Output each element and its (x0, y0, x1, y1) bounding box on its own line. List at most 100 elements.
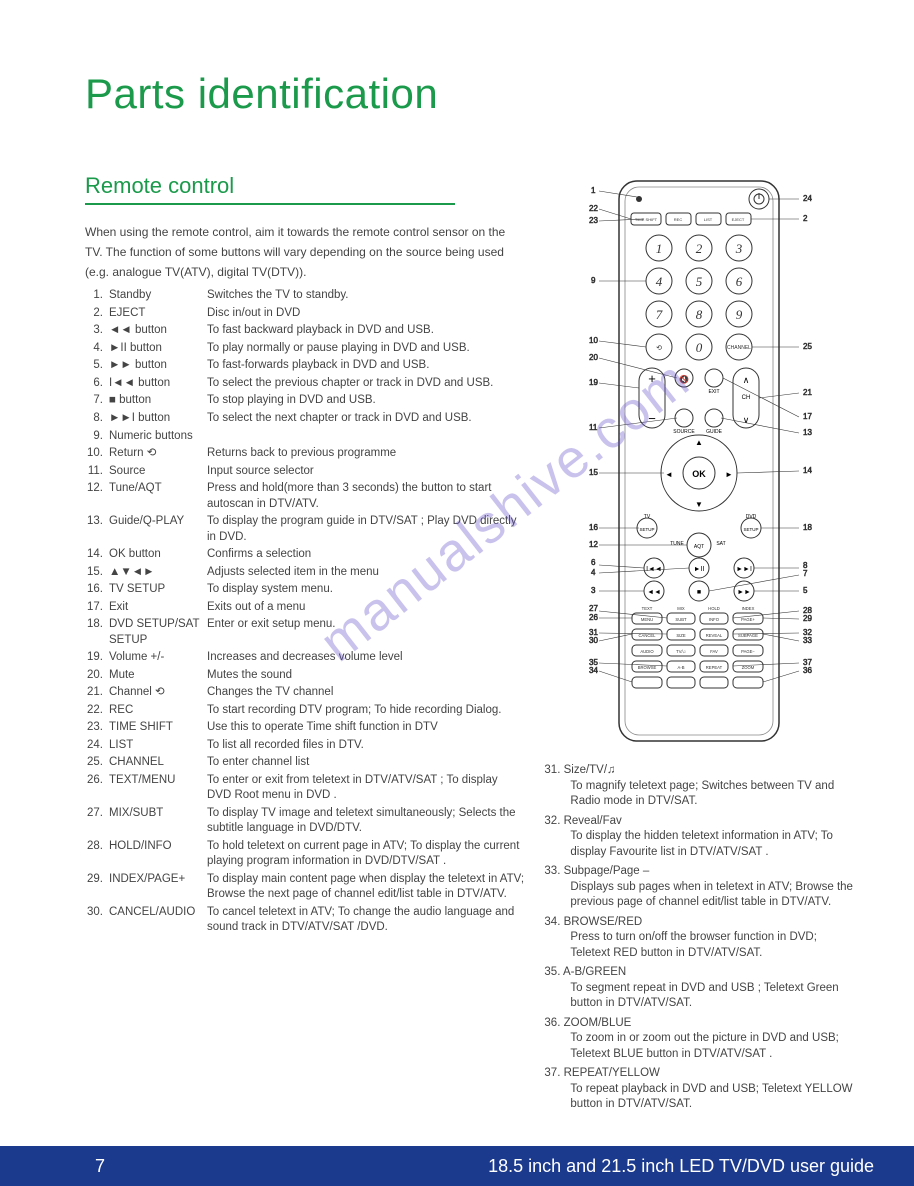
item-label: ZOOM/BLUE (564, 1017, 632, 1029)
svg-text:8: 8 (696, 307, 703, 322)
svg-text:EJECT: EJECT (732, 217, 745, 222)
svg-text:SIZE: SIZE (677, 633, 687, 638)
item-number: 33. (544, 865, 563, 877)
item-number: 24. (85, 738, 109, 754)
svg-text:MENU: MENU (641, 617, 653, 622)
svg-text:⟲: ⟲ (656, 345, 662, 352)
svg-text:25: 25 (803, 342, 812, 351)
item-number: 14. (85, 547, 109, 563)
svg-text:A-B: A-B (678, 665, 685, 670)
svg-text:SUBT: SUBT (676, 617, 688, 622)
item-desc: To display main content page when displa… (207, 872, 524, 903)
item-desc: To fast backward playback in DVD and USB… (207, 323, 524, 339)
svg-text:PAGE+: PAGE+ (741, 617, 755, 622)
item-label: LIST (109, 738, 207, 754)
svg-text:TV: TV (644, 514, 651, 520)
list-item: 6.I◄◄ buttonTo select the previous chapt… (85, 376, 524, 392)
item-number: 10. (85, 446, 109, 462)
list-item: 35. A-B/GREENTo segment repeat in DVD an… (544, 965, 854, 1012)
item-desc: To segment repeat in DVD and USB ; Telet… (544, 981, 854, 1012)
svg-text:13: 13 (803, 428, 812, 437)
svg-text:►►I: ►►I (736, 566, 752, 573)
item-number: 29. (85, 872, 109, 888)
list-item: 26.TEXT/MENUTo enter or exit from telete… (85, 773, 524, 804)
svg-text:9: 9 (736, 307, 743, 322)
item-number: 31. (544, 764, 563, 776)
item-label: TV SETUP (109, 582, 207, 598)
svg-text:10: 10 (589, 336, 598, 345)
item-number: 28. (85, 839, 109, 855)
svg-text:TUNE: TUNE (670, 541, 684, 547)
svg-text:OK: OK (692, 469, 706, 479)
list-item: 1.StandbySwitches the TV to standby. (85, 288, 524, 304)
item-desc: To select the next chapter or track in D… (207, 411, 524, 427)
svg-text:4: 4 (591, 568, 596, 577)
list-item: 5.►► buttonTo fast-forwards playback in … (85, 358, 524, 374)
item-label: Numeric buttons (109, 429, 207, 445)
item-desc: Adjusts selected item in the menu (207, 565, 524, 581)
svg-text:29: 29 (803, 614, 812, 623)
list-item: 4.►II buttonTo play normally or pause pl… (85, 341, 524, 357)
svg-text:14: 14 (803, 466, 812, 475)
svg-text:24: 24 (803, 194, 812, 203)
svg-text:15: 15 (589, 468, 598, 477)
item-label: TEXT/MENU (109, 773, 207, 789)
item-label: Exit (109, 600, 207, 616)
svg-text:7: 7 (803, 569, 808, 578)
list-item: 37. REPEAT/YELLOWTo repeat playback in D… (544, 1066, 854, 1113)
svg-text:REPEAT: REPEAT (706, 665, 723, 670)
item-desc: To cancel teletext in ATV; To change the… (207, 905, 524, 936)
svg-text:CH: CH (742, 395, 751, 401)
svg-text:22: 22 (589, 204, 598, 213)
list-item: 34. BROWSE/REDPress to turn on/off the b… (544, 915, 854, 962)
item-number: 37. (544, 1067, 563, 1079)
list-item: 7.■ buttonTo stop playing in DVD and USB… (85, 393, 524, 409)
list-item: 3.◄◄ buttonTo fast backward playback in … (85, 323, 524, 339)
item-label: Size/TV/♫ (564, 764, 616, 776)
item-number: 8. (85, 411, 109, 427)
list-item: 21.Channel ⟲Changes the TV channel (85, 685, 524, 701)
item-number: 27. (85, 806, 109, 822)
item-desc: Disc in/out in DVD (207, 306, 524, 322)
svg-text:−: − (648, 411, 656, 426)
list-item: 25.CHANNELTo enter channel list (85, 755, 524, 771)
list-item: 19.Volume +/-Increases and decreases vol… (85, 650, 524, 666)
svg-text:REC: REC (674, 217, 683, 222)
svg-text:4: 4 (656, 274, 663, 289)
svg-text:LIST: LIST (704, 217, 713, 222)
svg-text:INDEX: INDEX (742, 606, 755, 611)
list-item: 36. ZOOM/BLUETo zoom in or zoom out the … (544, 1016, 854, 1063)
svg-text:SAT: SAT (717, 541, 726, 547)
svg-text:►: ► (725, 470, 733, 479)
item-label: Channel ⟲ (109, 685, 207, 701)
svg-text:∧: ∧ (743, 375, 750, 385)
svg-text:12: 12 (589, 540, 598, 549)
svg-text:27: 27 (589, 604, 598, 613)
right-item-list: 31. Size/TV/♫To magnify teletext page; S… (544, 763, 854, 1113)
svg-text:34: 34 (589, 666, 598, 675)
item-label: DVD SETUP/SAT SETUP (109, 617, 207, 648)
item-number: 30. (85, 905, 109, 921)
page-number: 7 (95, 1156, 105, 1177)
item-number: 2. (85, 306, 109, 322)
item-desc: To display system menu. (207, 582, 524, 598)
item-desc: Increases and decreases volume level (207, 650, 524, 666)
remote-diagram: TIME SHIFT REC LIST EJECT 123 456 (569, 173, 829, 753)
item-label: Subpage/Page – (564, 865, 650, 877)
item-desc: Confirms a selection (207, 547, 524, 563)
svg-text:20: 20 (589, 353, 598, 362)
item-label: ►► button (109, 358, 207, 374)
item-number: 4. (85, 341, 109, 357)
item-desc: To zoom in or zoom out the picture in DV… (544, 1031, 854, 1062)
svg-text:2: 2 (696, 241, 703, 256)
item-number: 9. (85, 429, 109, 445)
svg-text:SETUP: SETUP (744, 527, 759, 532)
svg-text:■: ■ (697, 589, 701, 596)
svg-text:36: 36 (803, 666, 812, 675)
svg-text:7: 7 (656, 307, 663, 322)
svg-text:5: 5 (803, 586, 808, 595)
item-label: I◄◄ button (109, 376, 207, 392)
list-item: 16.TV SETUPTo display system menu. (85, 582, 524, 598)
item-desc: To start recording DTV program; To hide … (207, 703, 524, 719)
list-item: 2.EJECTDisc in/out in DVD (85, 306, 524, 322)
